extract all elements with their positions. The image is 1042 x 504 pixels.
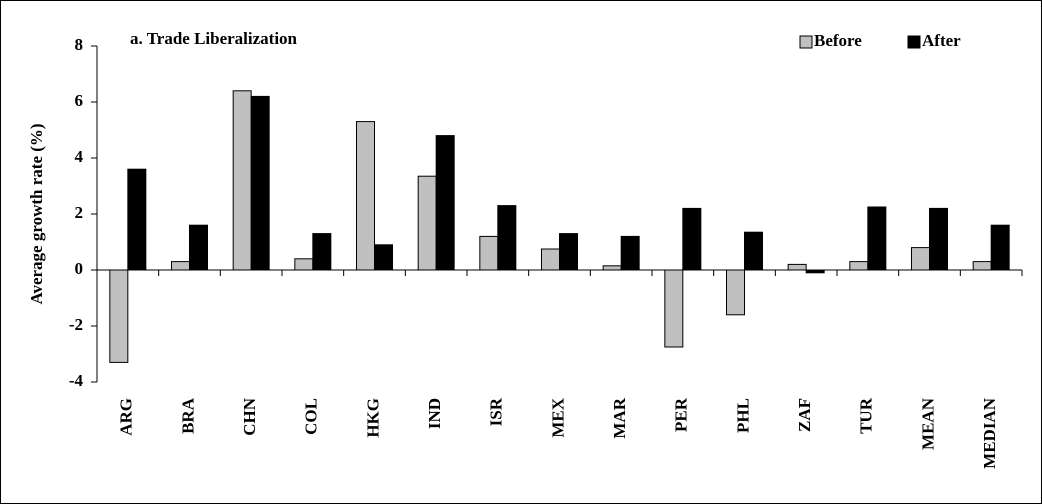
x-tick-label: COL xyxy=(302,398,321,435)
x-tick-label: PHL xyxy=(733,398,752,433)
x-tick-label: ARG xyxy=(117,398,136,436)
bar xyxy=(109,269,129,363)
legend-label: Before xyxy=(814,31,862,50)
y-tick-label: -2 xyxy=(69,315,83,334)
bar xyxy=(356,121,375,271)
bar xyxy=(435,135,455,271)
bar xyxy=(232,90,252,271)
bar xyxy=(479,235,499,271)
x-tick-label: ISR xyxy=(487,397,506,426)
x-tick-label: TUR xyxy=(857,397,876,434)
bar xyxy=(417,175,437,271)
bar xyxy=(602,265,622,271)
x-tick-label: MEAN xyxy=(918,397,937,450)
bar xyxy=(559,233,578,271)
x-tick-label: MEDIAN xyxy=(980,397,999,469)
legend-swatch xyxy=(799,35,813,49)
x-tick-label: MAR xyxy=(610,397,629,438)
x-tick-label: CHN xyxy=(240,397,259,436)
bar xyxy=(929,207,948,271)
y-tick-label: 8 xyxy=(75,35,84,54)
y-tick-label: 0 xyxy=(75,259,84,278)
x-tick-label: IND xyxy=(425,398,444,429)
bar xyxy=(726,269,745,316)
y-tick-label: 6 xyxy=(75,91,84,110)
bar xyxy=(972,261,992,271)
bar xyxy=(189,224,208,271)
bar xyxy=(867,206,887,271)
y-tick-label: 4 xyxy=(75,147,84,166)
legend-label: After xyxy=(922,31,961,50)
y-tick-label: -4 xyxy=(69,371,84,390)
bar xyxy=(682,207,702,271)
x-tick-label: ZAF xyxy=(795,398,814,432)
bar xyxy=(911,247,930,271)
bar xyxy=(849,261,869,271)
bar xyxy=(744,231,763,271)
bar xyxy=(541,248,560,271)
bar xyxy=(664,269,684,348)
y-axis-label: Average growth rate (%) xyxy=(27,123,46,304)
bar xyxy=(787,263,807,271)
bar xyxy=(127,168,147,271)
bar xyxy=(294,258,314,271)
y-tick-label: 2 xyxy=(75,203,84,222)
bar xyxy=(171,261,190,271)
bar xyxy=(497,205,517,271)
x-tick-label: PER xyxy=(672,397,691,432)
x-tick-label: HKG xyxy=(363,398,382,438)
bar xyxy=(620,235,640,271)
bar xyxy=(990,224,1010,271)
bar xyxy=(250,95,270,271)
bar xyxy=(312,233,332,271)
chart-title: a. Trade Liberalization xyxy=(130,29,298,48)
x-tick-label: MEX xyxy=(548,397,567,437)
x-tick-label: BRA xyxy=(178,397,197,434)
bar xyxy=(374,244,393,271)
legend-swatch xyxy=(907,35,921,49)
